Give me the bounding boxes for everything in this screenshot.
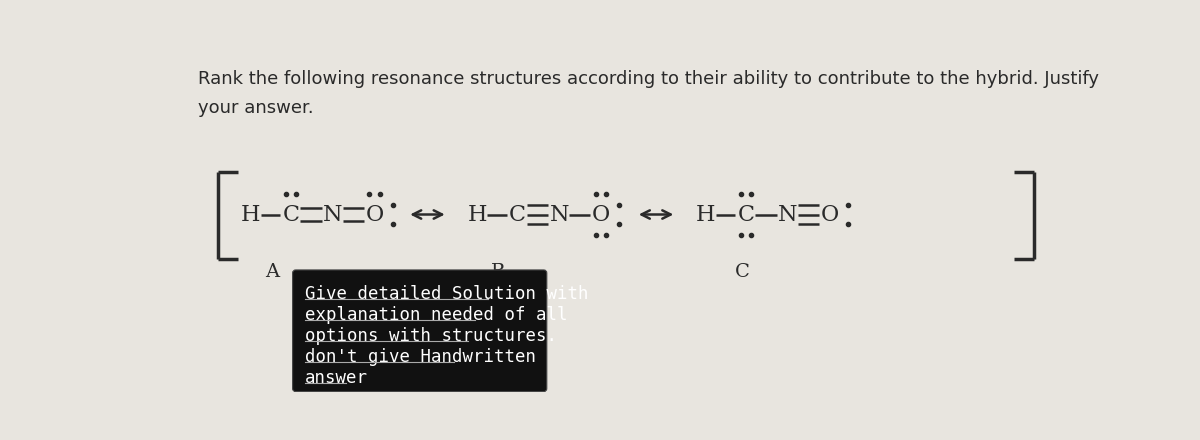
Text: N: N [550,203,569,225]
Text: don't give Handwritten: don't give Handwritten [305,348,536,366]
Text: H: H [467,203,487,225]
Text: H: H [241,203,260,225]
Text: C: C [282,203,300,225]
Text: N: N [323,203,343,225]
Text: A: A [265,263,278,281]
Text: your answer.: your answer. [198,99,313,117]
Text: answer: answer [305,369,368,387]
Text: explanation needed of all: explanation needed of all [305,306,568,324]
Text: C: C [734,263,750,281]
Text: Give detailed Solution with: Give detailed Solution with [305,285,588,303]
Text: C: C [738,203,755,225]
Text: O: O [592,203,610,225]
Text: Rank the following resonance structures according to their ability to contribute: Rank the following resonance structures … [198,70,1099,88]
Text: H: H [696,203,715,225]
Text: B: B [491,263,505,281]
FancyBboxPatch shape [293,270,547,392]
Text: C: C [509,203,526,225]
Text: O: O [366,203,384,225]
Text: options with structures.: options with structures. [305,327,557,345]
Text: O: O [821,203,839,225]
Text: N: N [778,203,798,225]
